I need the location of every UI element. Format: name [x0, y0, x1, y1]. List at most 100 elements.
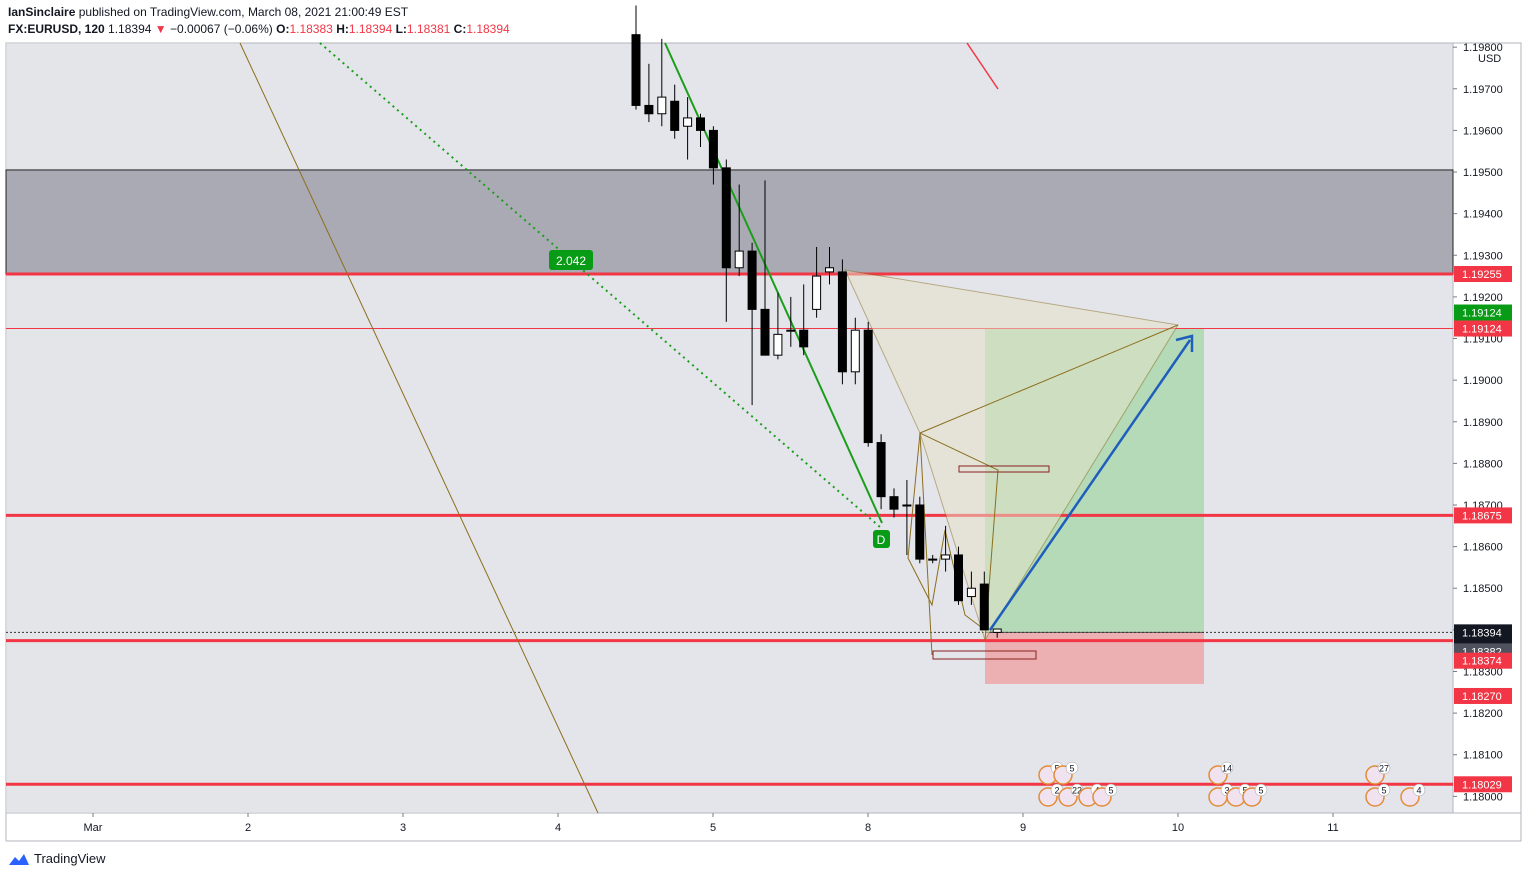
- candle[interactable]: [812, 246, 822, 318]
- long-arrow-head: [1175, 334, 1194, 352]
- candle[interactable]: [773, 292, 783, 360]
- time-axis[interactable]: [5, 812, 1522, 842]
- candle[interactable]: [825, 246, 834, 285]
- event-count: 27: [1379, 764, 1389, 774]
- price-label-text: 1.19124: [1462, 324, 1502, 336]
- price-label-bg: [1454, 652, 1512, 669]
- y-tick-label: 1.19000: [1463, 375, 1503, 387]
- price-label: 1.19124: [1454, 304, 1512, 321]
- tradingview-logo-icon: [9, 853, 29, 865]
- point-d-label[interactable]: D: [873, 530, 890, 548]
- long-arrow[interactable]: [988, 339, 1192, 631]
- publish-date: published on TradingView.com, March 08, …: [78, 5, 409, 19]
- price-label-bg: [1454, 776, 1512, 793]
- candle[interactable]: [876, 434, 886, 510]
- candle[interactable]: [721, 159, 731, 322]
- close-value: 1.18394: [466, 22, 510, 36]
- high-label: H:: [336, 22, 349, 36]
- candle[interactable]: [850, 317, 860, 385]
- economic-event-icon[interactable]: 5: [1053, 761, 1079, 785]
- event-count-bubble: [1220, 761, 1234, 775]
- y-tick-label: 1.18300: [1463, 666, 1503, 678]
- candle-body: [850, 329, 860, 373]
- price-label-text: 1.19255: [1462, 269, 1502, 281]
- candle-body: [941, 554, 951, 560]
- close-label: C:: [453, 22, 467, 36]
- candle[interactable]: [708, 126, 718, 185]
- x-tick-label: 4: [555, 822, 561, 834]
- candle[interactable]: [696, 113, 705, 148]
- pattern-leg: [919, 432, 999, 656]
- event-count: 3: [1224, 786, 1229, 796]
- price-label: 1.18029: [1454, 776, 1512, 793]
- last-price: 1.18394: [108, 22, 152, 36]
- candle[interactable]: [966, 571, 976, 605]
- x-tick-label: 5: [710, 822, 716, 834]
- target-marker-box[interactable]: [958, 465, 1050, 473]
- stop-marker-box[interactable]: [932, 650, 1037, 660]
- candle-body: [889, 496, 899, 510]
- candle[interactable]: [670, 84, 680, 139]
- economic-event-icon[interactable]: 22: [1058, 783, 1084, 807]
- candle[interactable]: [837, 259, 847, 385]
- y-tick-label: 1.19400: [1463, 209, 1503, 221]
- economic-event-icon[interactable]: 2: [1038, 783, 1064, 807]
- economic-event-icon[interactable]: 5: [1365, 783, 1391, 807]
- tradingview-brand: TradingView: [34, 851, 106, 866]
- trend-line-brown[interactable]: [239, 42, 599, 814]
- candle[interactable]: [915, 496, 925, 564]
- candle-body: [863, 329, 873, 444]
- economic-event-icon[interactable]: 4: [1400, 783, 1426, 807]
- price-label: 1.18394: [1454, 624, 1512, 641]
- candle[interactable]: [747, 242, 757, 406]
- price-label: 1.19124: [1454, 320, 1512, 337]
- economic-event-icon[interactable]: 27: [1365, 761, 1391, 785]
- candle[interactable]: [683, 97, 693, 160]
- x-tick-label: 9: [1020, 822, 1026, 834]
- pattern-leg: [907, 432, 986, 631]
- price-label-text: 1.18270: [1462, 691, 1502, 703]
- event-count-bubble: [1065, 761, 1079, 775]
- candle[interactable]: [657, 38, 667, 127]
- candle-body: [812, 275, 822, 310]
- tradingview-logo[interactable]: TradingView: [8, 851, 106, 866]
- candle-body: [747, 250, 757, 310]
- candle[interactable]: [631, 5, 641, 110]
- candle-body: [966, 587, 976, 598]
- candle[interactable]: [760, 180, 770, 356]
- price-label: 1.18270: [1454, 687, 1512, 704]
- candle-body: [915, 504, 925, 560]
- x-tick-label: Mar: [84, 822, 103, 834]
- candle[interactable]: [954, 546, 963, 605]
- event-count: 5: [1108, 786, 1113, 796]
- candle[interactable]: [928, 554, 938, 564]
- economic-event-icon[interactable]: 14: [1208, 761, 1234, 785]
- economic-event-icon[interactable]: 5: [1092, 783, 1118, 807]
- candle-body: [837, 271, 847, 373]
- candle[interactable]: [889, 488, 899, 518]
- candle[interactable]: [863, 321, 873, 447]
- y-tick-label: 1.18100: [1463, 750, 1503, 762]
- candle[interactable]: [941, 525, 951, 572]
- candle[interactable]: [734, 184, 744, 277]
- y-tick-label: 1.18200: [1463, 708, 1503, 720]
- ratio-label[interactable]: 2.042: [549, 250, 593, 270]
- author-name[interactable]: IanSinclaire: [8, 5, 76, 19]
- candle[interactable]: [644, 63, 654, 123]
- event-count: 5: [1258, 786, 1263, 796]
- price-axis[interactable]: [1452, 42, 1522, 814]
- candle[interactable]: [799, 284, 809, 356]
- candle[interactable]: [902, 480, 912, 555]
- price-label: 1.18374: [1454, 652, 1512, 669]
- trend-line-red[interactable]: [966, 42, 999, 90]
- x-tick-label: 3: [400, 822, 406, 834]
- candle[interactable]: [992, 628, 1002, 638]
- economic-event-icon[interactable]: 5: [1242, 783, 1268, 807]
- candle-body: [928, 558, 938, 561]
- candle[interactable]: [979, 571, 989, 631]
- symbol-label: FX:EURUSD, 120: [8, 22, 105, 36]
- candle-body: [902, 504, 912, 507]
- candle[interactable]: [786, 296, 796, 347]
- candle-body: [954, 554, 963, 602]
